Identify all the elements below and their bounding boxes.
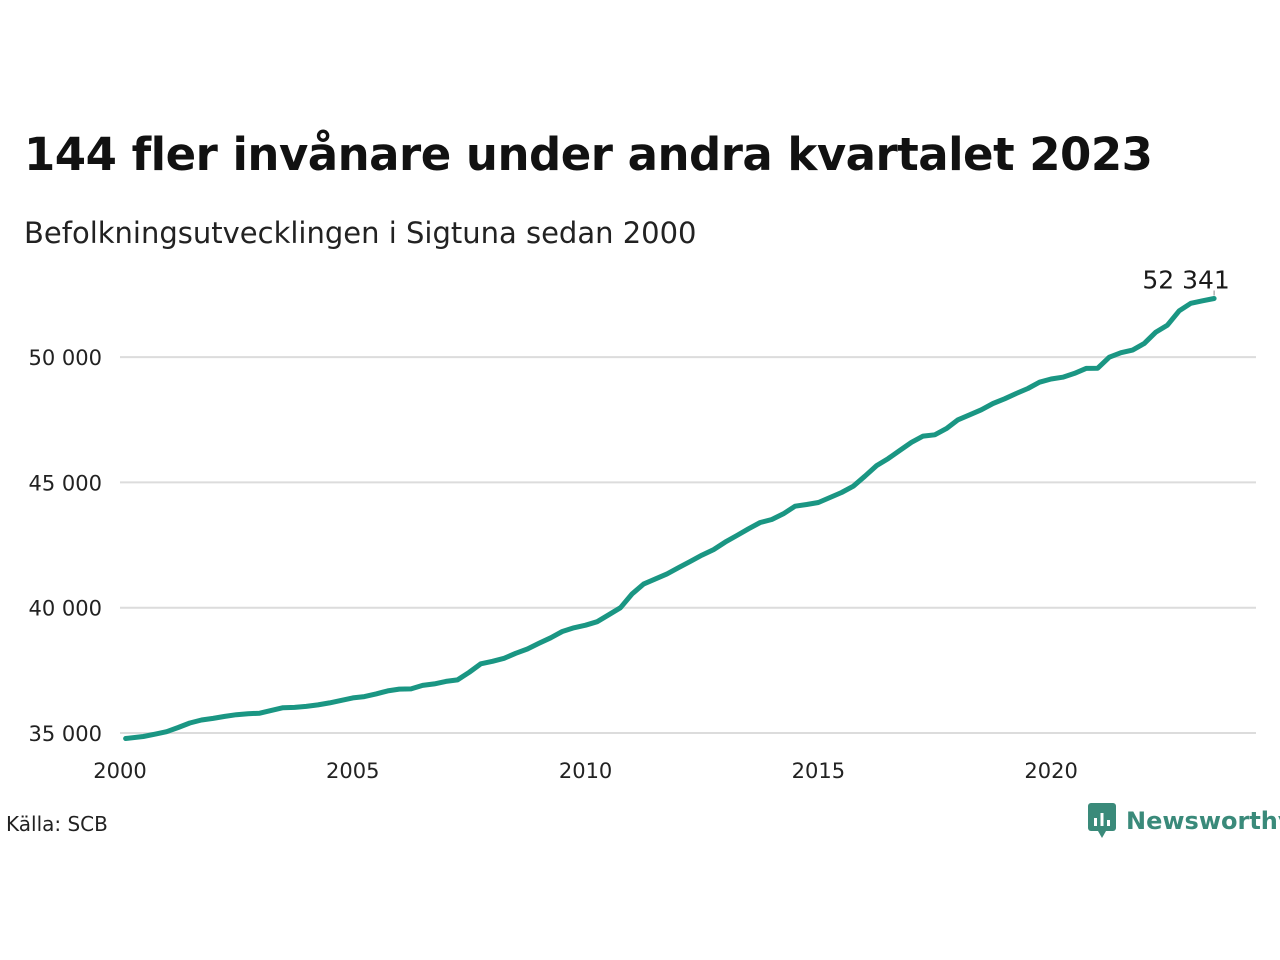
- end-value-label: 52 341: [1142, 266, 1229, 295]
- source-note: Källa: SCB: [6, 812, 108, 836]
- y-tick-label: 45 000: [29, 471, 102, 495]
- chart-subtitle: Befolkningsutvecklingen i Sigtuna sedan …: [24, 216, 697, 250]
- x-axis-ticks: 2000 2005 2010 2015 2020: [93, 759, 1078, 783]
- y-tick-label: 50 000: [29, 346, 102, 370]
- y-tick-label: 35 000: [29, 722, 102, 746]
- chart-title: 144 fler invånare under andra kvartalet …: [24, 128, 1153, 181]
- x-tick-label: 2000: [93, 759, 146, 783]
- y-axis-ticks: 35 000 40 000 45 000 50 000: [29, 346, 102, 746]
- x-tick-label: 2010: [559, 759, 612, 783]
- x-tick-label: 2015: [792, 759, 845, 783]
- newsworthy-logo-icon: [1088, 803, 1116, 838]
- brand-name: Newsworthy: [1126, 807, 1280, 835]
- x-tick-label: 2020: [1024, 759, 1077, 783]
- y-tick-label: 40 000: [29, 597, 102, 621]
- x-tick-label: 2005: [326, 759, 379, 783]
- brand-logo: Newsworthy: [1088, 803, 1280, 839]
- gridlines: [120, 356, 1256, 734]
- series-line: [123, 296, 1217, 741]
